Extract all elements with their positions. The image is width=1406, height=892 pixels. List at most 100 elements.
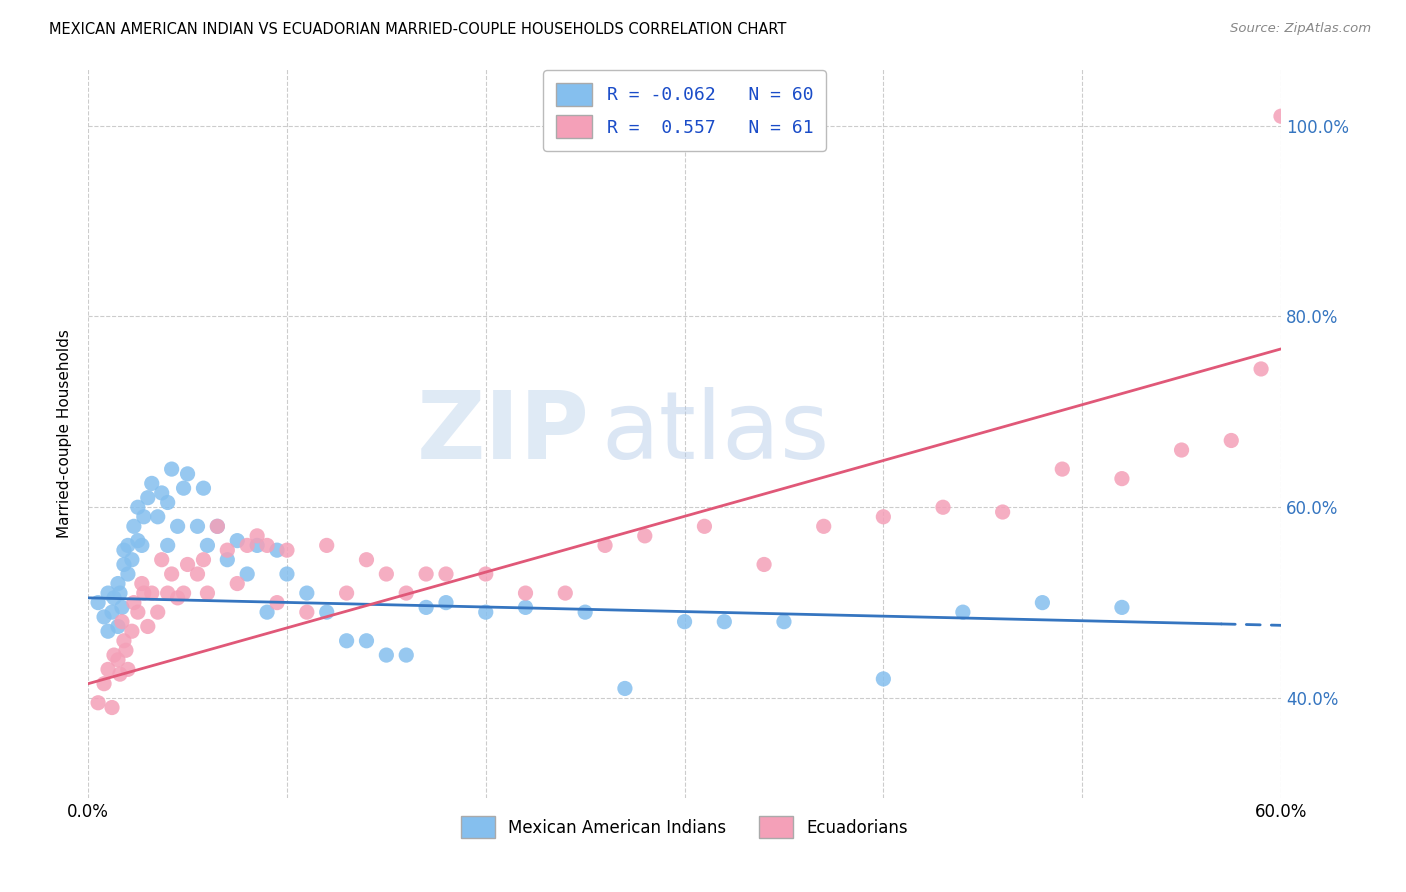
- Point: [103, 591, 125, 605]
- Point: [266, 596, 288, 610]
- Point: [474, 605, 496, 619]
- Point: [127, 605, 149, 619]
- Point: [160, 462, 183, 476]
- Point: [515, 586, 537, 600]
- Y-axis label: Married-couple Households: Married-couple Households: [58, 329, 72, 538]
- Point: [160, 567, 183, 582]
- Point: [146, 605, 169, 619]
- Point: [1220, 434, 1243, 448]
- Point: [141, 476, 163, 491]
- Point: [356, 552, 378, 566]
- Point: [356, 633, 378, 648]
- Point: [93, 676, 115, 690]
- Point: [415, 600, 437, 615]
- Point: [150, 552, 173, 566]
- Point: [1031, 596, 1053, 610]
- Point: [593, 538, 616, 552]
- Point: [193, 552, 215, 566]
- Point: [315, 605, 337, 619]
- Point: [813, 519, 835, 533]
- Point: [217, 543, 239, 558]
- Point: [117, 662, 139, 676]
- Point: [166, 591, 188, 605]
- Point: [236, 538, 259, 552]
- Point: [101, 700, 124, 714]
- Point: [108, 586, 131, 600]
- Point: [673, 615, 696, 629]
- Point: [186, 567, 208, 582]
- Point: [87, 696, 110, 710]
- Point: [127, 500, 149, 515]
- Point: [375, 567, 398, 582]
- Point: [117, 538, 139, 552]
- Point: [1250, 362, 1272, 376]
- Point: [1052, 462, 1074, 476]
- Point: [197, 538, 219, 552]
- Point: [315, 538, 337, 552]
- Point: [295, 586, 318, 600]
- Point: [107, 653, 129, 667]
- Point: [101, 605, 124, 619]
- Text: atlas: atlas: [600, 387, 830, 479]
- Point: [111, 615, 134, 629]
- Point: [150, 486, 173, 500]
- Point: [1270, 109, 1292, 123]
- Point: [246, 538, 269, 552]
- Point: [395, 586, 418, 600]
- Point: [266, 543, 288, 558]
- Point: [207, 519, 229, 533]
- Point: [176, 467, 198, 481]
- Point: [295, 605, 318, 619]
- Point: [515, 600, 537, 615]
- Point: [176, 558, 198, 572]
- Point: [613, 681, 636, 696]
- Point: [112, 543, 135, 558]
- Point: [97, 586, 120, 600]
- Point: [136, 491, 159, 505]
- Point: [256, 538, 278, 552]
- Point: [434, 596, 457, 610]
- Point: [276, 567, 298, 582]
- Point: [131, 576, 153, 591]
- Point: [952, 605, 974, 619]
- Legend: Mexican American Indians, Ecuadorians: Mexican American Indians, Ecuadorians: [454, 810, 914, 845]
- Point: [1111, 472, 1133, 486]
- Point: [97, 662, 120, 676]
- Point: [336, 586, 359, 600]
- Point: [173, 481, 195, 495]
- Point: [87, 596, 110, 610]
- Point: [146, 509, 169, 524]
- Point: [932, 500, 955, 515]
- Point: [121, 624, 143, 639]
- Point: [108, 667, 131, 681]
- Point: [127, 533, 149, 548]
- Point: [693, 519, 716, 533]
- Point: [634, 529, 657, 543]
- Point: [226, 576, 249, 591]
- Point: [131, 538, 153, 552]
- Point: [236, 567, 259, 582]
- Point: [773, 615, 796, 629]
- Point: [156, 538, 179, 552]
- Point: [217, 552, 239, 566]
- Point: [117, 567, 139, 582]
- Point: [474, 567, 496, 582]
- Point: [246, 529, 269, 543]
- Point: [122, 596, 145, 610]
- Point: [97, 624, 120, 639]
- Point: [713, 615, 735, 629]
- Point: [112, 633, 135, 648]
- Point: [276, 543, 298, 558]
- Text: Source: ZipAtlas.com: Source: ZipAtlas.com: [1230, 22, 1371, 36]
- Point: [111, 600, 134, 615]
- Point: [166, 519, 188, 533]
- Text: MEXICAN AMERICAN INDIAN VS ECUADORIAN MARRIED-COUPLE HOUSEHOLDS CORRELATION CHAR: MEXICAN AMERICAN INDIAN VS ECUADORIAN MA…: [49, 22, 786, 37]
- Point: [107, 576, 129, 591]
- Text: ZIP: ZIP: [416, 387, 589, 479]
- Point: [107, 619, 129, 633]
- Point: [186, 519, 208, 533]
- Point: [156, 586, 179, 600]
- Point: [103, 648, 125, 662]
- Point: [156, 495, 179, 509]
- Point: [93, 610, 115, 624]
